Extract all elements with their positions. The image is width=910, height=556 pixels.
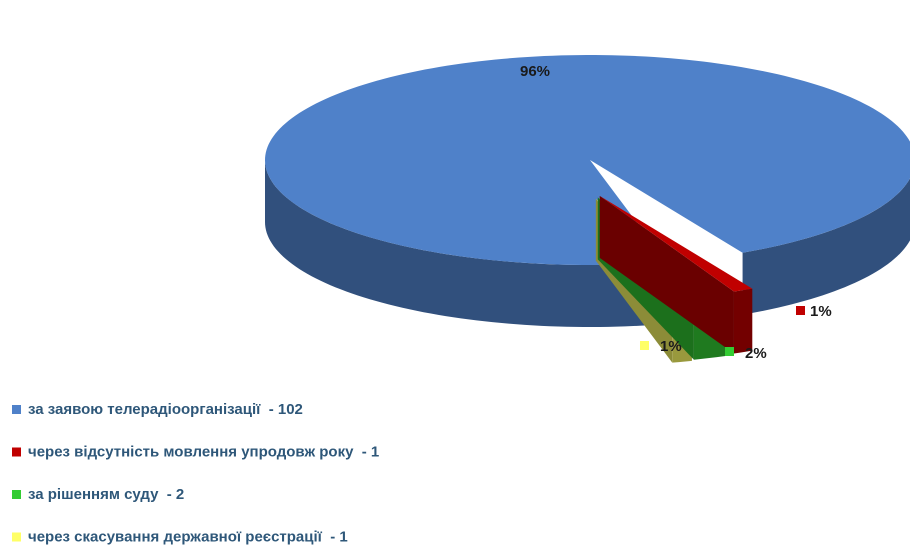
legend-label: за заявою телерадіоорганізації - 102 <box>28 401 303 418</box>
legend-label: через відсутність мовлення упродовж року… <box>28 443 379 460</box>
data-label: 1% <box>660 338 682 355</box>
legend-label: за рішенням суду - 2 <box>28 486 184 503</box>
legend-swatch <box>12 447 21 457</box>
label-swatch <box>796 306 805 315</box>
slice-side <box>265 160 667 327</box>
label-swatch <box>640 341 649 350</box>
label-swatch <box>725 347 734 356</box>
legend-label: через скасування державної реєстрації - … <box>28 528 348 545</box>
slice <box>599 195 753 292</box>
data-label: 2% <box>745 345 767 362</box>
legend-swatch <box>12 532 21 542</box>
legend-swatch <box>12 490 21 499</box>
slice-side <box>742 178 910 315</box>
slice-side <box>599 195 734 354</box>
slice <box>265 55 910 265</box>
data-label: 1% <box>810 303 832 320</box>
legend-swatch <box>12 405 21 414</box>
data-label: 96% <box>520 63 550 80</box>
slice-side <box>733 288 753 354</box>
